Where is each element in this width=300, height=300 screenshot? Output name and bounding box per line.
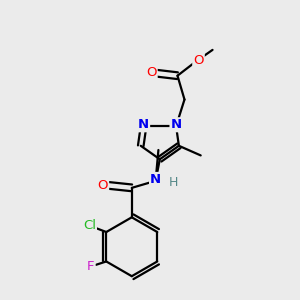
Text: O: O [98,178,108,192]
Text: H: H [168,176,178,189]
Text: N: N [138,118,149,131]
Text: Cl: Cl [83,219,96,232]
Text: O: O [146,66,157,80]
Text: N: N [170,118,182,131]
Text: N: N [150,173,161,186]
Text: O: O [193,54,204,67]
Text: F: F [87,260,94,273]
